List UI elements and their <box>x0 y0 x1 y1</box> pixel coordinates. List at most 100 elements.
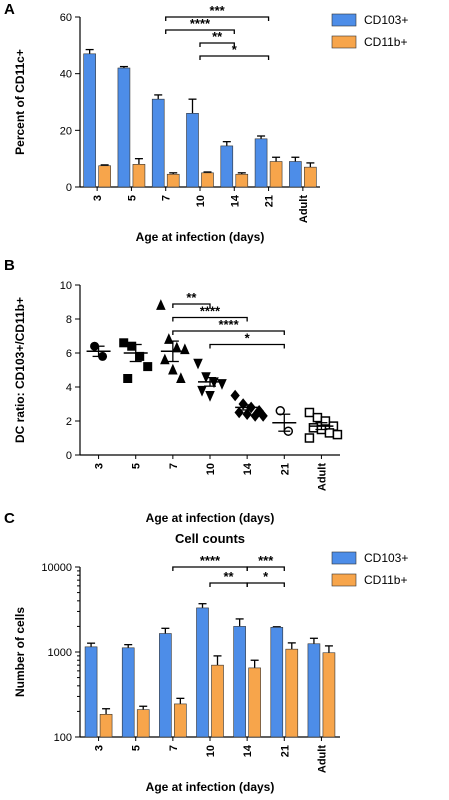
x-tick-label: 14 <box>242 744 254 757</box>
y-tick-label: 2 <box>66 416 72 428</box>
point <box>168 363 178 375</box>
bar <box>99 713 113 738</box>
point <box>332 429 343 440</box>
bar <box>248 667 261 738</box>
y-tick-label: 1000 <box>48 647 72 659</box>
bar <box>270 627 284 738</box>
y-tick-label: 40 <box>60 69 72 81</box>
x-tick-label: 7 <box>168 745 180 751</box>
significance-bracket <box>165 29 235 34</box>
significance-label: * <box>245 331 251 346</box>
significance-bracket <box>199 55 270 60</box>
bar <box>220 145 234 188</box>
legend-label: CD103+ <box>364 13 408 27</box>
bar <box>132 164 146 188</box>
significance-label: **** <box>200 304 221 319</box>
panel-label: A <box>4 1 15 18</box>
significance-bracket <box>172 330 285 335</box>
x-tick-label: 3 <box>94 745 106 751</box>
point <box>217 379 227 390</box>
significance-bracket <box>172 303 211 308</box>
x-tick-label: 5 <box>131 463 143 469</box>
bar <box>98 165 111 188</box>
x-tick-label: 10 <box>205 463 217 475</box>
x-tick-label: 21 <box>279 463 291 475</box>
point <box>127 341 137 351</box>
y-tick-label: 10 <box>60 280 72 292</box>
x-tick-label: 21 <box>264 195 276 207</box>
bar <box>285 648 299 738</box>
significance-bracket <box>165 16 270 21</box>
legend-label: CD11b+ <box>364 573 407 587</box>
bar <box>196 607 209 738</box>
y-tick-label: 8 <box>66 314 72 326</box>
point <box>258 410 268 422</box>
significance-label: *** <box>258 553 274 568</box>
bar <box>136 709 150 738</box>
significance-label: ** <box>186 290 197 305</box>
bar <box>159 633 172 738</box>
x-tick-label: 5 <box>126 195 138 201</box>
y-tick-label: 100 <box>54 732 72 744</box>
point <box>238 398 248 410</box>
point <box>193 358 203 370</box>
x-tick-label: 3 <box>94 463 106 469</box>
point <box>180 343 190 355</box>
significance-label: ** <box>224 569 235 584</box>
point <box>176 372 186 383</box>
x-tick-label: 21 <box>279 745 291 757</box>
point <box>234 406 244 419</box>
point <box>205 391 215 402</box>
y-axis-label: DC ratio: CD103+/CD11b+ <box>13 297 27 443</box>
panel-label: B <box>4 257 15 274</box>
significance-label: **** <box>190 16 211 31</box>
y-tick-label: 0 <box>66 450 72 462</box>
point <box>143 362 153 372</box>
y-axis-label: Number of cells <box>13 607 27 697</box>
legend-swatch <box>331 13 357 27</box>
significance-bracket <box>246 582 285 587</box>
point <box>308 423 319 433</box>
bar <box>254 138 268 188</box>
significance-bracket <box>199 42 235 47</box>
bar <box>289 161 302 188</box>
panel-label: C <box>4 510 15 527</box>
point <box>250 410 260 422</box>
bar <box>121 647 135 738</box>
bar <box>211 664 224 738</box>
bar <box>83 53 96 188</box>
point <box>197 385 207 397</box>
significance-label: **** <box>200 553 221 568</box>
bar <box>304 166 317 188</box>
significance-label: * <box>263 569 269 584</box>
x-axis-label: Age at infection (days) <box>146 511 275 525</box>
x-axis-label: Age at infection (days) <box>136 230 265 244</box>
legend-label: CD11b+ <box>364 35 407 49</box>
y-tick-label: 10000 <box>41 562 72 574</box>
x-tick-label: 3 <box>92 195 104 201</box>
point <box>242 408 252 421</box>
significance-label: *** <box>210 3 226 18</box>
x-tick-label: Adult <box>316 745 328 773</box>
legend-swatch <box>331 573 357 587</box>
x-tick-label: Adult <box>298 195 310 223</box>
legend-swatch <box>331 551 357 565</box>
x-tick-label: 7 <box>161 195 173 201</box>
x-tick-label: 14 <box>242 462 254 475</box>
x-tick-label: 5 <box>131 745 143 751</box>
y-tick-label: 20 <box>60 125 72 137</box>
bar <box>269 161 283 188</box>
bar <box>84 646 98 738</box>
bar <box>117 67 131 188</box>
bar <box>235 173 249 188</box>
point <box>320 416 331 426</box>
point <box>230 389 240 402</box>
x-tick-label: Adult <box>316 463 328 491</box>
point <box>119 338 129 348</box>
y-axis-label: Percent of CD11c+ <box>13 49 27 155</box>
x-tick-label: 10 <box>195 195 207 207</box>
point <box>156 299 166 310</box>
point <box>123 374 133 383</box>
bar <box>233 626 246 738</box>
